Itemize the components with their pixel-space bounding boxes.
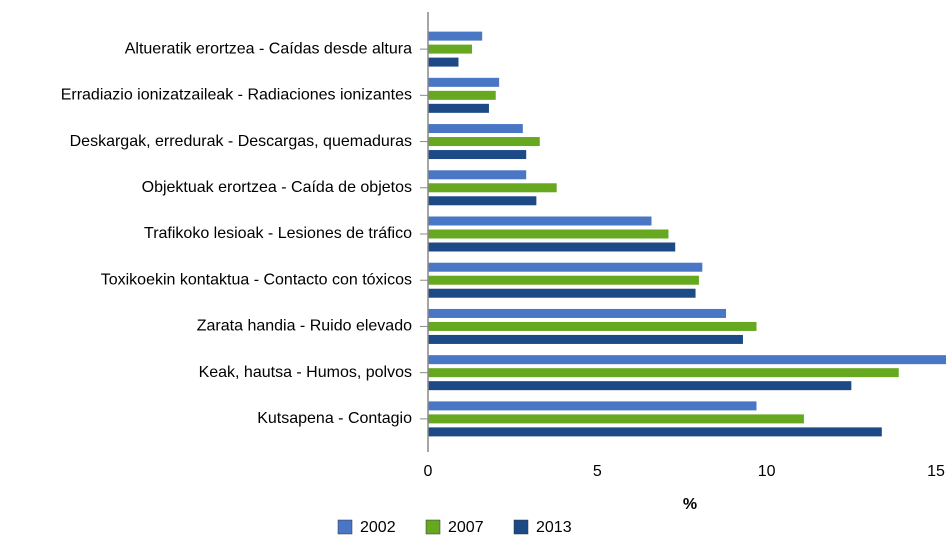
bar <box>428 288 696 298</box>
x-tick-label: 15 <box>927 463 945 480</box>
bar <box>428 183 557 193</box>
y-tick-label: Toxikoekin kontaktua - Contacto con tóxi… <box>101 271 412 288</box>
y-tick-label: Keak, hautsa - Humos, polvos <box>199 364 412 381</box>
bar <box>428 414 804 424</box>
y-tick-label: Deskargak, erredurak - Descargas, quemad… <box>70 133 412 150</box>
bar <box>428 334 743 344</box>
plot-area <box>428 31 946 437</box>
x-tick-label: 5 <box>593 463 602 480</box>
bar <box>428 137 540 147</box>
y-tick-label: Altueratik erortzea - Caídas desde altur… <box>125 40 412 57</box>
y-tick-label: Kutsapena - Contagio <box>257 410 412 427</box>
bar <box>428 368 899 378</box>
y-tick-label: Trafikoko lesioak - Lesiones de tráfico <box>144 225 412 242</box>
bar <box>428 381 852 391</box>
bar <box>428 150 527 160</box>
x-tick-label: 0 <box>424 463 433 480</box>
bar <box>428 355 946 365</box>
bar <box>428 242 676 252</box>
legend-label: 2007 <box>448 519 484 536</box>
bar <box>428 308 727 318</box>
bar <box>428 44 473 54</box>
bar <box>428 321 757 331</box>
bar <box>428 216 652 226</box>
bar <box>428 229 669 239</box>
legend-swatch <box>513 519 529 535</box>
bar <box>428 262 703 272</box>
bar <box>428 275 699 285</box>
y-tick-label: Objektuak erortzea - Caída de objetos <box>142 179 412 196</box>
legend-swatch <box>425 519 441 535</box>
y-tick-label: Erradiazio ionizatzaileak - Radiaciones … <box>61 87 412 104</box>
legend-label: 2013 <box>536 519 572 536</box>
bar <box>428 31 483 41</box>
x-tick-label: 10 <box>758 463 776 480</box>
bar <box>428 170 527 180</box>
bar <box>428 196 537 206</box>
y-tick-label: Zarata handia - Ruido elevado <box>197 318 412 335</box>
bar <box>428 401 757 411</box>
bar <box>428 90 496 100</box>
bar <box>428 77 500 87</box>
x-axis-label: % <box>683 496 697 513</box>
bar <box>428 124 523 134</box>
legend-swatch <box>337 519 353 535</box>
bar <box>428 57 459 67</box>
bar <box>428 427 882 437</box>
legend-label: 2002 <box>360 519 396 536</box>
bar <box>428 103 489 113</box>
